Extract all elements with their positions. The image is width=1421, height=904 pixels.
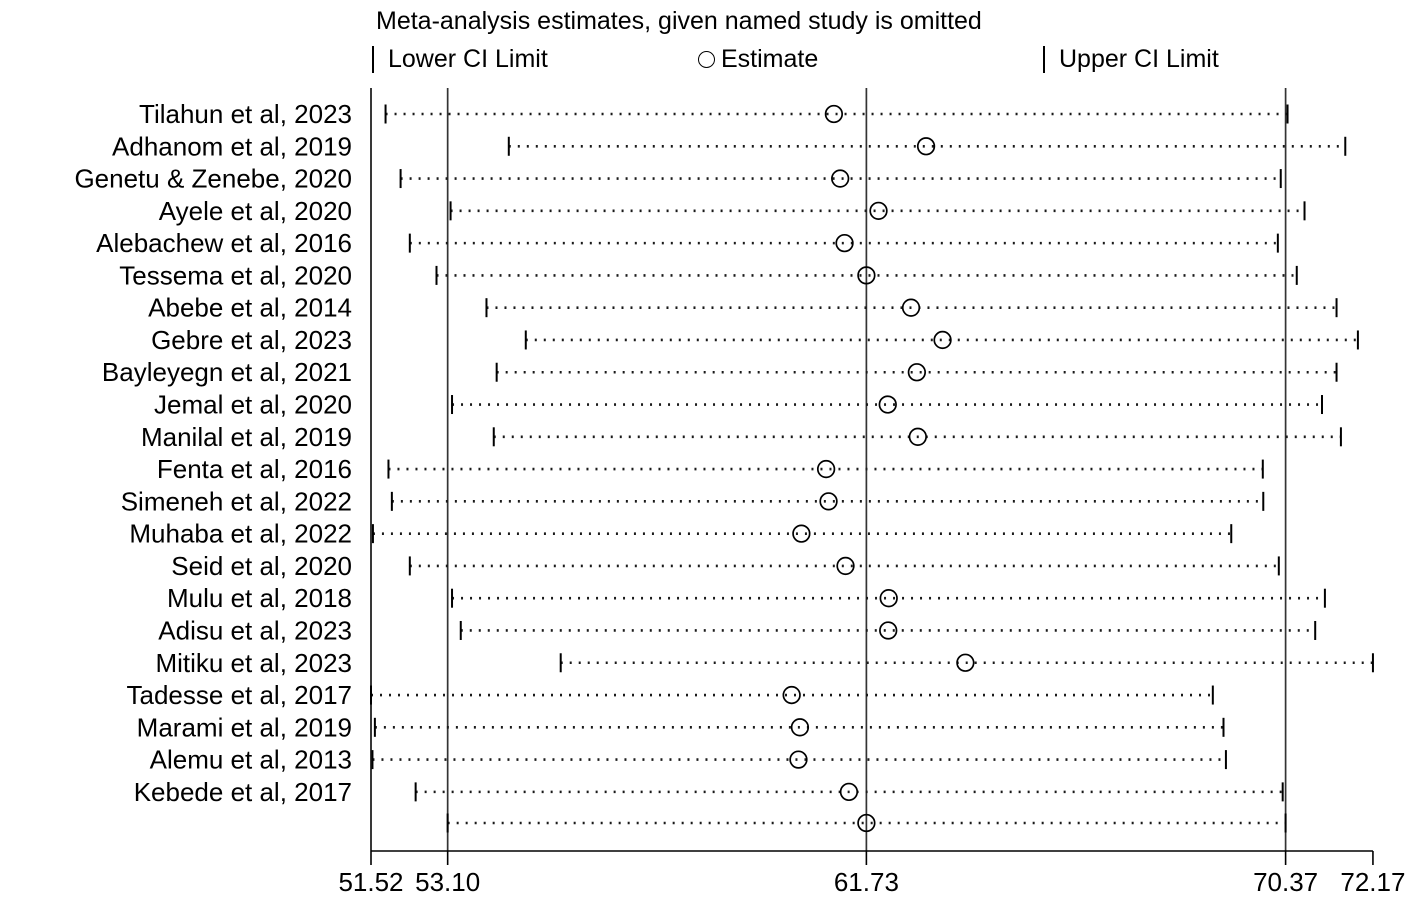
- study-label: Adhanom et al, 2019: [112, 131, 352, 161]
- estimate-marker: [857, 813, 876, 833]
- study-row: Ayele et al, 2020: [159, 196, 1306, 226]
- study-label: Adisu et al, 2023: [158, 615, 352, 645]
- legend-lower-ci-label: Lower CI Limit: [388, 44, 548, 73]
- study-row: Abebe et al, 2014: [148, 293, 1338, 323]
- estimate-marker: [792, 524, 811, 543]
- estimate-marker: [907, 363, 926, 382]
- estimate-circle-icon: [698, 50, 715, 68]
- x-tick-label: 51.52: [338, 867, 403, 897]
- estimate-marker: [901, 298, 921, 317]
- estimate-marker: [790, 718, 810, 737]
- study-label: Genetu & Zenebe, 2020: [74, 164, 352, 194]
- study-label: Tilahun et al, 2023: [139, 99, 352, 129]
- x-tick-label: 70.37: [1253, 867, 1318, 897]
- estimate-marker: [789, 750, 808, 769]
- study-row: Mitiku et al, 2023: [155, 648, 1374, 678]
- estimate-marker: [816, 459, 836, 479]
- study-row: Gebre et al, 2023: [151, 325, 1359, 355]
- study-row: Kebede et al, 2017: [134, 777, 1284, 807]
- estimate-marker: [831, 169, 850, 188]
- study-row: Manilal et al, 2019: [141, 422, 1342, 452]
- legend-estimate-label: Estimate: [721, 44, 819, 73]
- study-label: Mitiku et al, 2023: [155, 648, 352, 678]
- estimate-marker: [839, 782, 859, 802]
- study-row: Tadesse et al, 2017: [127, 680, 1214, 710]
- study-label: Mulu et al, 2018: [167, 583, 352, 613]
- study-label: Tessema et al, 2020: [119, 260, 352, 290]
- study-row: Tessema et al, 2020: [119, 260, 1298, 290]
- study-label: Muhaba et al, 2022: [129, 519, 352, 549]
- study-label: Kebede et al, 2017: [134, 777, 352, 807]
- estimate-marker: [819, 492, 838, 511]
- estimate-marker: [916, 137, 936, 156]
- estimate-marker: [908, 427, 927, 446]
- estimate-marker: [835, 233, 854, 253]
- study-label: Fenta et al, 2016: [157, 454, 352, 484]
- study-label: Ayele et al, 2020: [159, 196, 352, 226]
- estimate-marker: [782, 685, 801, 705]
- study-row: Jemal et al, 2020: [154, 390, 1323, 420]
- study-row: Mulu et al, 2018: [167, 583, 1326, 613]
- study-label: Simeneh et al, 2022: [121, 486, 352, 516]
- estimate-marker: [879, 589, 898, 608]
- study-label: Alebachew et al, 2016: [96, 228, 352, 258]
- study-label: Abebe et al, 2014: [148, 293, 352, 323]
- legend-upper-ci: Upper CI Limit: [1043, 44, 1219, 74]
- estimate-marker: [869, 201, 888, 220]
- estimate-marker: [857, 266, 876, 285]
- study-row: Fenta et al, 2016: [157, 454, 1264, 484]
- study-label: Marami et al, 2019: [137, 712, 352, 742]
- study-row: Muhaba et al, 2022: [129, 519, 1233, 549]
- study-label: Seid et al, 2020: [171, 551, 352, 581]
- upper-ci-tick-icon: [1043, 45, 1045, 73]
- x-tick-label: 53.10: [415, 867, 480, 897]
- study-row: Bayleyegn et al, 2021: [102, 357, 1338, 387]
- estimate-marker: [836, 556, 855, 576]
- study-row: Tilahun et al, 2023: [139, 99, 1289, 129]
- lower-ci-tick-icon: [372, 45, 374, 73]
- study-row: Simeneh et al, 2022: [121, 486, 1265, 516]
- x-tick-label: 72.17: [1340, 867, 1405, 897]
- x-tick-label: 61.73: [834, 867, 899, 897]
- study-label: Gebre et al, 2023: [151, 325, 352, 355]
- study-label: Jemal et al, 2020: [154, 390, 352, 420]
- estimate-marker: [879, 621, 898, 640]
- study-row: Marami et al, 2019: [137, 712, 1225, 742]
- study-label: Manilal et al, 2019: [141, 422, 352, 452]
- estimate-marker: [824, 104, 844, 124]
- study-label: Tadesse et al, 2017: [127, 680, 353, 710]
- study-row: Adisu et al, 2023: [158, 615, 1317, 645]
- legend-upper-ci-label: Upper CI Limit: [1059, 44, 1219, 73]
- study-row: Genetu & Zenebe, 2020: [74, 164, 1282, 194]
- study-row: Alemu et al, 2013: [150, 745, 1227, 775]
- study-row: Seid et al, 2020: [171, 551, 1280, 581]
- legend-lower-ci: Lower CI Limit: [372, 44, 548, 74]
- study-row: Alebachew et al, 2016: [96, 228, 1279, 258]
- study-label: Bayleyegn et al, 2021: [102, 357, 352, 387]
- study-label: Alemu et al, 2013: [150, 745, 352, 775]
- estimate-marker: [956, 653, 975, 672]
- overall-row: [446, 813, 1287, 833]
- estimate-marker: [933, 330, 952, 350]
- estimate-marker: [878, 395, 897, 414]
- study-row: Adhanom et al, 2019: [112, 131, 1347, 161]
- chart-title: Meta-analysis estimates, given named stu…: [376, 7, 982, 35]
- legend-estimate: Estimate: [698, 44, 818, 74]
